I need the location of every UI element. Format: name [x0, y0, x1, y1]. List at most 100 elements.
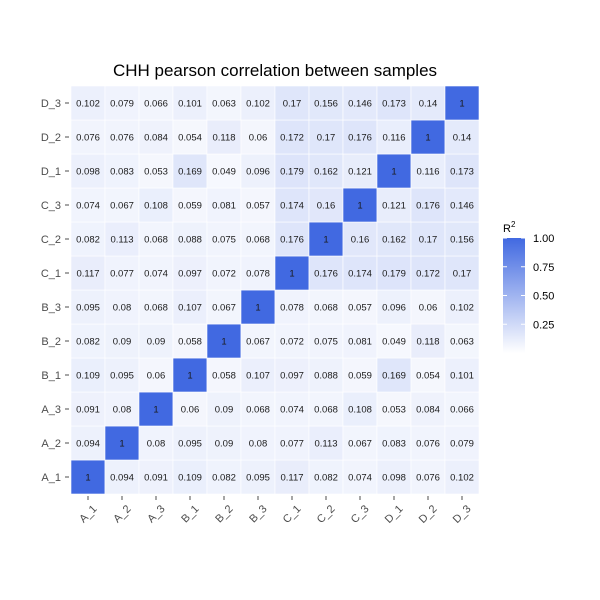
cell-value-label: 0.16 — [317, 201, 336, 212]
heatmap-cell — [138, 153, 174, 189]
cell-value-label: 0.054 — [178, 133, 202, 144]
cell-value-label: 0.17 — [283, 99, 302, 110]
heatmap-cell — [138, 255, 174, 291]
heatmap-cell — [138, 85, 174, 121]
cell-value-label: 1 — [153, 405, 158, 416]
cell-value-label: 1 — [289, 269, 294, 280]
cell-value-label: 0.076 — [416, 439, 440, 450]
heatmap-cell — [444, 323, 480, 359]
cell-value-label: 0.121 — [348, 167, 372, 178]
cell-value-label: 0.108 — [144, 201, 168, 212]
cell-value-label: 0.176 — [280, 235, 304, 246]
cell-value-label: 0.068 — [246, 405, 270, 416]
cell-value-label: 0.074 — [348, 473, 372, 484]
x-tick-label: B_1 — [179, 503, 201, 525]
cell-value-label: 0.118 — [416, 337, 439, 348]
cell-value-label: 0.074 — [76, 201, 100, 212]
heatmap-cell — [104, 459, 140, 495]
heatmap-cell — [240, 425, 276, 461]
cell-value-label: 0.08 — [113, 405, 132, 416]
heatmap-cell — [104, 153, 140, 189]
heatmap-cell — [240, 119, 276, 155]
x-tick-label: A_3 — [145, 503, 167, 525]
heatmap-cell — [104, 255, 140, 291]
cell-value-label: 0.049 — [212, 167, 236, 178]
heatmap-cell — [274, 459, 310, 495]
cell-value-label: 0.08 — [147, 439, 166, 450]
cell-value-label: 0.098 — [382, 473, 406, 484]
cell-value-label: 0.076 — [416, 473, 440, 484]
cell-value-label: 0.117 — [280, 473, 303, 484]
cell-value-label: 0.091 — [144, 473, 168, 484]
cell-value-label: 0.172 — [280, 133, 304, 144]
heatmap-cell — [410, 187, 446, 223]
heatmap-cell — [206, 221, 242, 257]
heatmap-cell — [172, 425, 208, 461]
y-tick-label: C_1 — [41, 268, 61, 280]
heatmap-cell — [172, 255, 208, 291]
y-tick-label: B_3 — [41, 302, 61, 314]
cell-value-label: 0.077 — [280, 439, 304, 450]
heatmap-cell — [444, 221, 480, 257]
legend-colorbar — [503, 238, 525, 353]
heatmap-cell — [70, 391, 106, 427]
y-tick-label: C_3 — [41, 200, 61, 212]
cell-value-label: 0.068 — [314, 405, 338, 416]
cell-value-label: 0.058 — [212, 371, 236, 382]
heatmap-cell — [70, 289, 106, 325]
cell-value-label: 1 — [391, 167, 396, 178]
cell-value-label: 0.176 — [314, 269, 338, 280]
heatmap-cell — [376, 221, 412, 257]
heatmap-cell — [308, 221, 344, 257]
heatmap-cell — [444, 391, 480, 427]
legend-title: R2 — [503, 220, 516, 235]
cell-value-label: 0.088 — [314, 371, 338, 382]
legend-ticks: 1.00 0.75 0.50 0.25 — [503, 233, 554, 331]
heatmap-cell — [240, 289, 276, 325]
heatmap-cell — [104, 221, 140, 257]
cell-value-label: 0.049 — [382, 337, 406, 348]
heatmap-cell — [274, 425, 310, 461]
x-tick-label: D_1 — [383, 503, 406, 526]
cell-value-label: 0.173 — [382, 99, 406, 110]
cell-value-label: 0.054 — [416, 371, 440, 382]
cell-value-label: 0.067 — [246, 337, 270, 348]
heatmap-cell — [274, 221, 310, 257]
heatmap-cell — [206, 391, 242, 427]
cell-value-label: 0.14 — [419, 99, 438, 110]
heatmap-cell — [342, 425, 378, 461]
heatmap-cell — [376, 391, 412, 427]
cell-value-label: 0.097 — [178, 269, 202, 280]
heatmap-cell — [104, 289, 140, 325]
cell-value-label: 0.14 — [453, 133, 472, 144]
cell-value-label: 0.176 — [416, 201, 440, 212]
cell-value-label: 0.094 — [76, 439, 100, 450]
cell-value-label: 0.102 — [450, 303, 474, 314]
cell-value-label: 0.066 — [144, 99, 168, 110]
heatmap-cell — [172, 357, 208, 393]
cell-value-label: 1 — [425, 133, 430, 144]
cell-value-label: 0.082 — [76, 337, 100, 348]
heatmap-cells: 1 0.094 0.091 0.109 0.082 0.095 0.117 0.082 0.07… — [70, 85, 480, 495]
heatmap-cell — [410, 425, 446, 461]
heatmap-cell — [444, 357, 480, 393]
cell-value-label: 0.09 — [215, 405, 234, 416]
cell-value-label: 0.095 — [178, 439, 202, 450]
cell-value-label: 0.09 — [147, 337, 166, 348]
heatmap-cell — [376, 459, 412, 495]
y-tick-label: C_2 — [41, 234, 61, 246]
heatmap-cell — [138, 187, 174, 223]
heatmap-cell — [410, 221, 446, 257]
cell-value-label: 0.094 — [110, 473, 134, 484]
color-legend: R2 1.00 0.75 0.50 0.25 — [503, 220, 554, 353]
cell-value-label: 0.08 — [113, 303, 132, 314]
cell-value-label: 1 — [221, 337, 226, 348]
y-tick-label: A_2 — [41, 438, 61, 450]
chart-title: CHH pearson correlation between samples — [113, 61, 437, 80]
cell-value-label: 0.097 — [280, 371, 304, 382]
heatmap-cell — [70, 459, 106, 495]
heatmap-cell — [274, 255, 310, 291]
heatmap-cell — [104, 187, 140, 223]
cell-value-label: 0.174 — [348, 269, 372, 280]
cell-value-label: 0.169 — [178, 167, 202, 178]
